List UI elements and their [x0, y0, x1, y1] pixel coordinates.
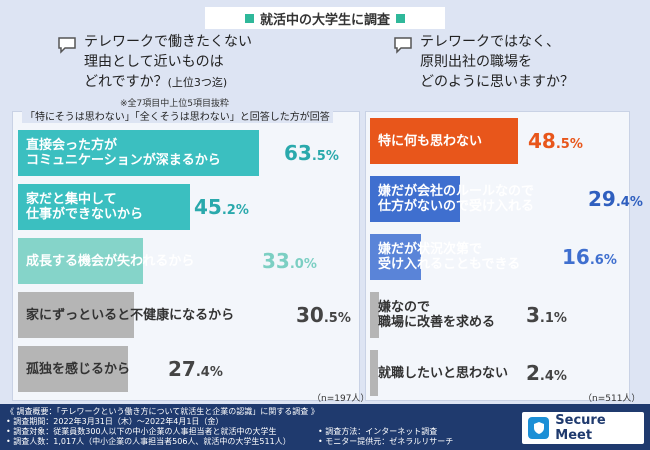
- bar-label: 就職したいと思わない: [378, 350, 508, 396]
- bar: [370, 234, 421, 280]
- bar-row: 成長する機会が失われるから 33.0%: [18, 238, 354, 284]
- bar-label-line: 成長する機会が失われるから: [26, 253, 195, 269]
- bar: [18, 346, 128, 392]
- header-title: 就活中の大学生に調査: [259, 12, 390, 28]
- bar-label-line: 直接会った方が: [26, 138, 118, 153]
- bar: [18, 292, 134, 338]
- bar-row: 嫌なので 職場に改善を求める 3.1%: [370, 292, 625, 338]
- bar: [370, 292, 380, 338]
- left-question-suffix: (上位3つ迄): [167, 76, 228, 89]
- bar-row: 家にずっといると不健康になるから 30.5%: [18, 292, 354, 338]
- left-question: テレワークで働きたくない 理由として近いものは どれですか？(上位3つ迄): [84, 32, 252, 93]
- bar-label-line: 特に何も思わない: [378, 133, 483, 149]
- bar-row: 家だと集中して 仕事ができないから 45.2%: [18, 184, 354, 230]
- bar-label-line: 職場に改善を求める: [378, 315, 496, 330]
- bar: [370, 118, 518, 164]
- bar-label: 嫌だが会社のルールなので 仕方がないので受け入れる: [378, 176, 534, 222]
- footer-line: • 調査人数：1,017人（中小企業の人事担当者506人、就活中の大学生511人…: [6, 437, 291, 446]
- value-label: 2.4%: [526, 361, 567, 385]
- left-question-line: 理由として近いものは: [84, 54, 224, 70]
- right-question: テレワークではなく、 原則出社の職場を どのように思いますか？: [420, 32, 574, 92]
- left-panel-title: 「特にそうは思わない」「全くそうは思わない」と回答した方が回答: [22, 108, 333, 123]
- logo-text: Secure Meet: [555, 413, 606, 443]
- bar: [370, 350, 378, 396]
- bar-label-line: 就職したいと思わない: [378, 365, 509, 381]
- header-banner: 就活中の大学生に調査: [205, 7, 445, 29]
- bar-row: 孤独を感じるから 27.4%: [18, 346, 354, 392]
- footer-line: • 調査方法：インターネット調査: [318, 427, 438, 436]
- speech-bubble-icon: [394, 37, 412, 54]
- value-label: 33.0%: [262, 249, 317, 273]
- value-label: 63.5%: [284, 141, 339, 165]
- left-question-line: テレワークで働きたくない: [84, 34, 252, 50]
- bar-row: 嫌だが状況次第で 受け入れることもできる 16.6%: [370, 234, 625, 280]
- speech-bubble-icon: [58, 37, 76, 54]
- bar-label-line: 受け入れることもできる: [378, 257, 521, 272]
- bar: [18, 130, 260, 176]
- bar-label: 直接会った方が コミュニケーションが深まるから: [26, 130, 221, 176]
- bar-label-line: 仕方がないので受け入れる: [378, 199, 535, 214]
- left-note: ※全7項目中上位5項目抜粋: [120, 99, 229, 109]
- bar-label-line: 嫌だが状況次第で: [378, 242, 483, 257]
- right-question-line: どのように思いますか？: [420, 74, 574, 90]
- bar-row: 特に何も思わない 48.5%: [370, 118, 625, 164]
- left-question-line: どれですか？(上位3つ迄): [84, 74, 228, 90]
- shield-icon: [528, 417, 550, 439]
- bar: [18, 238, 144, 284]
- footer-line: • 調査対象：従業員数300人以下の中小企業の人事担当者と就活中の大学生: [6, 427, 277, 436]
- value-label: 27.4%: [168, 357, 223, 381]
- right-question-line: 原則出社の職場を: [420, 54, 532, 70]
- bar-label-line: 家にずっといると不健康になるから: [26, 307, 235, 323]
- secure-meet-logo: Secure Meet: [522, 412, 644, 444]
- bar: [370, 176, 460, 222]
- footer-line: • 調査期間：2022年3月31日（木）～2022年4月1日（金）: [6, 417, 224, 426]
- bar-label-line: コミュニケーションが深まるから: [26, 153, 221, 168]
- bar-label: 嫌だが状況次第で 受け入れることもできる: [378, 234, 520, 280]
- right-sample-size: （n=511人）: [583, 394, 641, 404]
- square-icon: [396, 13, 405, 23]
- value-label: 30.5%: [296, 303, 351, 327]
- footer-line: • モニター提供元：ゼネラルリサーチ: [318, 437, 454, 446]
- left-sample-size: （n=197人）: [312, 394, 370, 404]
- bar-label: 成長する機会が失われるから: [26, 238, 194, 284]
- value-label: 45.2%: [194, 195, 249, 219]
- bar-label-line: 嫌だが会社のルールなので: [378, 184, 535, 199]
- bar-label: 特に何も思わない: [378, 118, 482, 164]
- right-question-line: テレワークではなく、: [420, 34, 560, 50]
- bar-label-line: 嫌なので: [378, 300, 431, 315]
- value-label: 16.6%: [562, 245, 617, 269]
- bar-row: 就職したいと思わない 2.4%: [370, 350, 625, 396]
- bar-label-line: 仕事ができないから: [26, 207, 144, 222]
- survey-footer: 《 調査概要：「テレワークという働き方について就活生と企業の認識」に関する調査 …: [0, 404, 650, 450]
- footer-line: 《 調査概要：「テレワークという働き方について就活生と企業の認識」に関する調査 …: [6, 407, 319, 416]
- bar-label: 孤独を感じるから: [26, 346, 130, 392]
- bar-label: 家だと集中して 仕事ができないから: [26, 184, 143, 230]
- bar-row: 嫌だが会社のルールなので 仕方がないので受け入れる 29.4%: [370, 176, 643, 222]
- value-label: 48.5%: [528, 129, 583, 153]
- bar-label-line: 孤独を感じるから: [26, 361, 131, 377]
- value-label: 29.4%: [588, 187, 643, 211]
- square-icon: [244, 13, 254, 23]
- bar-row: 直接会った方が コミュニケーションが深まるから 63.5%: [18, 130, 354, 176]
- bar-label: 嫌なので 職場に改善を求める: [378, 292, 495, 338]
- bar-label-line: 家だと集中して: [26, 192, 117, 207]
- bar: [18, 184, 190, 230]
- value-label: 3.1%: [526, 303, 567, 327]
- bar-label: 家にずっといると不健康になるから: [26, 292, 234, 338]
